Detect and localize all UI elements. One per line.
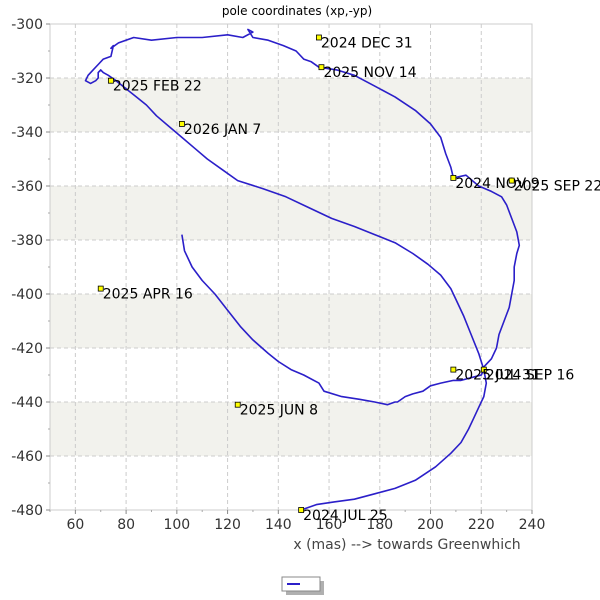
series-layer (84, 28, 521, 511)
plot-band (50, 186, 532, 240)
legend (281, 576, 324, 595)
date-label: 2024 DEC 31 (321, 36, 413, 52)
y-tick-label: -300 (11, 17, 43, 33)
date-marker (107, 77, 114, 84)
date-marker (234, 401, 241, 408)
x-axis-label: x (mas) --> towards Greenwhich (293, 537, 520, 553)
legend-box (281, 576, 321, 592)
plot-band (50, 294, 532, 348)
x-tick-label: 240 (519, 517, 546, 533)
chart-title: pole coordinates (xp,-yp) (222, 4, 372, 18)
date-marker (480, 366, 487, 373)
date-label: 2025 JUN 8 (240, 403, 318, 419)
x-tick-label: 100 (163, 517, 190, 533)
plot-band (50, 78, 532, 132)
date-label: 2024 NOV 9 (455, 176, 539, 192)
x-tick-label: 80 (117, 517, 135, 533)
y-tick-label: -360 (11, 179, 43, 195)
axis-ticks: 60 80 100 120 140 160 180 200 220 240 -300 -320 -340… (11, 17, 545, 533)
y-tick-label: -320 (11, 71, 43, 87)
plot-bands (50, 78, 532, 456)
date-label: 2024 SEP 16 (486, 368, 575, 384)
x-tick-label: 200 (417, 517, 444, 533)
date-marker (318, 64, 325, 71)
date-marker (298, 507, 305, 513)
x-tick-label: 140 (265, 517, 292, 533)
date-label: 2025 SEP 22 (514, 179, 600, 195)
date-marker (508, 177, 515, 184)
date-label: 2025 JUL 31 (455, 368, 540, 384)
y-tick-label: -460 (11, 449, 43, 465)
date-marker (450, 174, 457, 181)
date-marker (179, 121, 185, 127)
x-tick-label: 220 (468, 517, 495, 533)
x-tick-label: 60 (66, 517, 84, 533)
annotation-layer: 2024 JUL 25 2024 SEP 16 2024 NOV 9 2024 DEC… (97, 34, 600, 524)
pole-path-series (84, 28, 521, 511)
y-tick-label: -420 (11, 341, 43, 357)
x-tick-label: 120 (214, 517, 241, 533)
date-label: 2026 JAN 7 (184, 122, 261, 138)
date-marker (97, 285, 104, 292)
date-label: 2025 APR 16 (103, 287, 193, 303)
date-label: 2025 NOV 14 (323, 65, 416, 81)
x-tick-label: 180 (366, 517, 393, 533)
date-marker (316, 34, 322, 41)
y-tick-label: -380 (11, 233, 43, 249)
y-tick-label: -480 (11, 503, 43, 519)
y-tick-label: -440 (11, 395, 43, 411)
x-tick-label: 160 (316, 517, 343, 533)
plot-band (50, 402, 532, 456)
y-tick-label: -340 (11, 125, 43, 141)
y-tick-label: -400 (11, 287, 43, 303)
date-label: 2025 FEB 22 (113, 79, 202, 95)
date-label: 2024 JUL 25 (303, 508, 388, 524)
date-marker (450, 366, 457, 373)
